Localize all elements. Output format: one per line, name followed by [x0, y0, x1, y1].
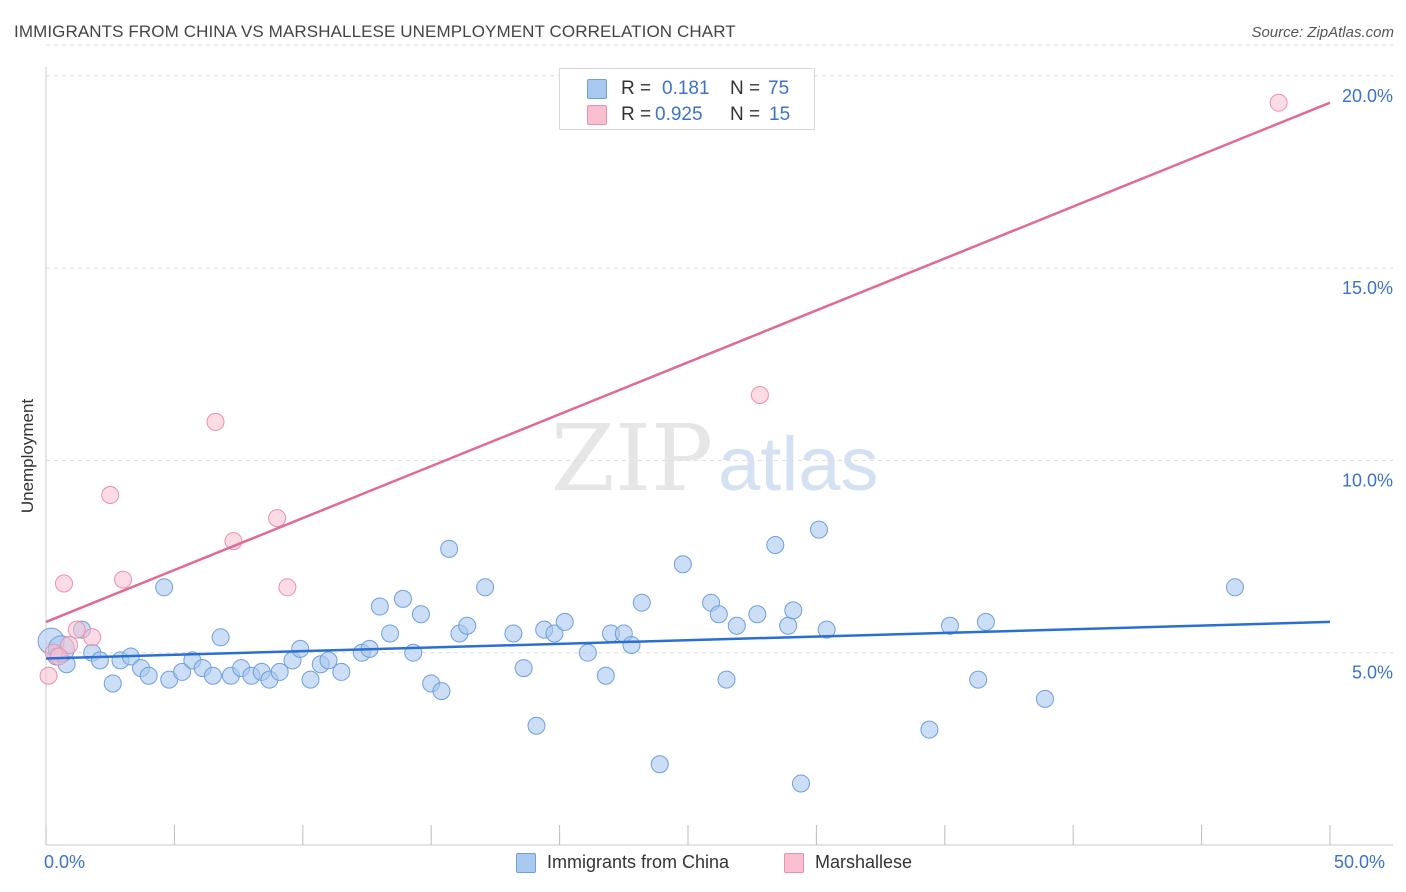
china-point	[370, 597, 389, 616]
china-point	[784, 601, 803, 620]
marshallese-point	[60, 636, 79, 654]
china-point	[545, 624, 564, 643]
watermark-zip: ZIP	[551, 405, 713, 512]
china-point	[1225, 578, 1244, 597]
china-point	[809, 520, 828, 539]
chart-title: IMMIGRANTS FROM CHINA VS MARSHALLESE UNE…	[14, 22, 736, 41]
marshallese-point	[101, 486, 120, 504]
china-point	[748, 605, 767, 624]
china-point	[155, 578, 174, 597]
trend-lines	[45, 101, 1331, 660]
china-point	[440, 539, 459, 558]
bottom-legend-swatch-china	[516, 853, 536, 873]
legend-r-label: R =	[621, 78, 652, 99]
marshallese-point	[67, 620, 86, 639]
watermark: ZIP atlas	[551, 405, 879, 512]
marshallese-point	[278, 578, 297, 597]
marshallese-point	[750, 386, 769, 404]
legend-swatch-china	[587, 79, 607, 99]
legend-n-label: N =	[730, 104, 761, 125]
china-point	[779, 616, 798, 635]
marshallese-point	[54, 574, 73, 593]
china-point	[411, 605, 430, 624]
x-tick-label-max: 50.0%	[1334, 852, 1386, 872]
china-point	[920, 720, 939, 739]
china-point	[976, 612, 995, 631]
china-point	[527, 716, 546, 735]
china-point	[555, 612, 574, 631]
china-point	[578, 643, 597, 662]
marshallese-point	[49, 647, 68, 666]
marshallese-point	[114, 570, 133, 589]
y-tick-label: 5.0%	[1352, 663, 1393, 683]
china-point	[504, 624, 523, 643]
marshallese-point	[1269, 93, 1288, 112]
y-tick-label: 20.0%	[1342, 86, 1393, 106]
china-point	[622, 636, 641, 654]
china-point	[766, 536, 785, 554]
china-point	[632, 593, 651, 612]
china-point	[817, 620, 836, 639]
legend-n-label: N =	[730, 78, 761, 99]
bottom-legend-label-china: Immigrants from China	[547, 852, 730, 872]
watermark-atlas: atlas	[718, 422, 879, 507]
marshallese-point	[206, 412, 225, 431]
china-point	[393, 589, 412, 608]
china-point	[940, 616, 959, 635]
marshallese-point	[268, 509, 287, 528]
source-credit: Source: ZipAtlas.com	[1251, 24, 1394, 41]
series-marshallese-points	[39, 93, 1288, 685]
china-point	[203, 666, 222, 685]
y-tick-label: 15.0%	[1342, 278, 1393, 298]
china-point	[103, 674, 122, 693]
china-trend-line	[45, 620, 1331, 660]
grid-lines	[46, 44, 1393, 654]
china-point	[791, 774, 810, 793]
china-point	[514, 659, 533, 678]
china-point	[458, 616, 477, 635]
china-point	[173, 662, 192, 681]
china-point	[650, 755, 669, 774]
x-tick-label-min: 0.0%	[44, 852, 86, 872]
china-point	[1035, 689, 1054, 708]
china-point	[301, 670, 320, 689]
y-tick-label: 10.0%	[1342, 470, 1393, 490]
china-point	[90, 651, 109, 670]
china-point	[139, 666, 158, 685]
bottom-legend-swatch-marshallese	[784, 853, 804, 873]
marshallese-point	[39, 666, 58, 685]
legend-r-value: 0.181	[662, 78, 710, 99]
china-point	[596, 666, 615, 685]
legend-n-value: 15	[769, 104, 791, 125]
bottom-legend-label-marshallese: Marshallese	[815, 852, 913, 872]
marshallese-trend-line	[45, 101, 1331, 624]
axes	[45, 67, 1393, 846]
china-point	[969, 670, 988, 689]
legend-r-value: 0.925	[655, 104, 703, 125]
china-point	[332, 662, 351, 681]
china-point	[709, 605, 728, 624]
correlation-legend: R = 0.181 N = 75 R = 0.925 N = 15	[559, 68, 815, 130]
china-point	[381, 624, 400, 643]
china-point	[717, 670, 736, 689]
legend-n-value: 75	[768, 78, 790, 99]
y-tick-labels: 5.0% 10.0% 15.0% 20.0%	[1342, 86, 1393, 683]
marshallese-point	[83, 628, 102, 647]
china-point	[673, 555, 692, 574]
china-point	[727, 616, 746, 635]
china-point	[211, 628, 230, 647]
china-point	[270, 662, 289, 681]
china-point	[476, 578, 495, 597]
china-point	[291, 639, 310, 658]
legend-swatch-marshallese	[587, 105, 607, 125]
china-point	[432, 682, 451, 701]
series-china-points	[37, 520, 1244, 793]
legend-r-label: R =	[621, 104, 652, 125]
china-point	[319, 651, 338, 670]
